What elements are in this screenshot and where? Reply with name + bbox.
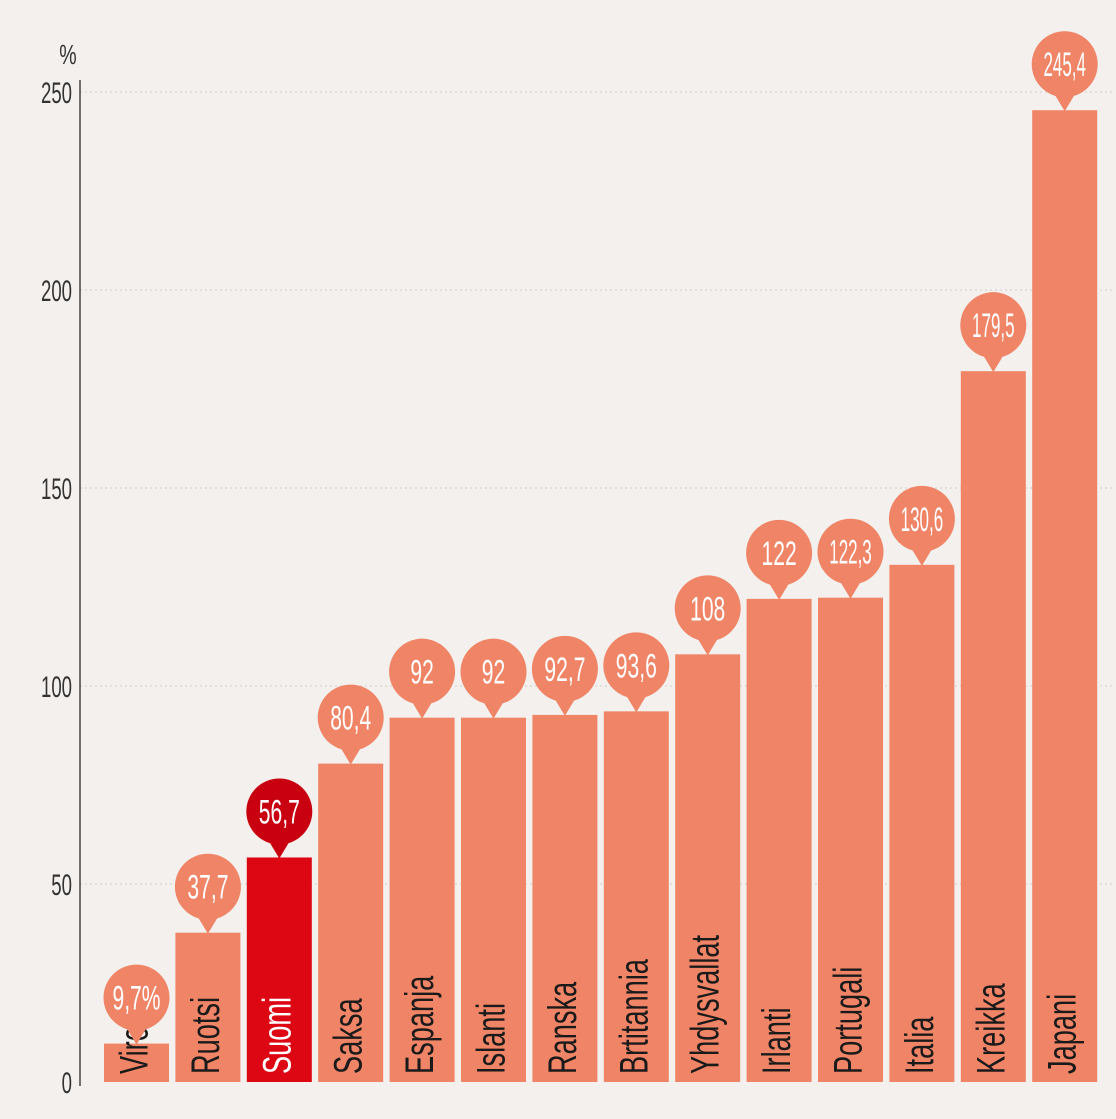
category-label: Ruotsi (184, 997, 228, 1074)
value-bubble: 92 (389, 638, 456, 719)
data-label: 122 (762, 534, 797, 572)
category-label: Kreikka (969, 983, 1013, 1074)
data-label: 92,7 (544, 650, 585, 688)
bar-suomi (246, 857, 312, 1082)
y-tick-label: 250 (41, 77, 72, 111)
bar-yhdysvallat (675, 654, 741, 1082)
y-tick-label: 200 (41, 275, 72, 309)
bubble-circle (246, 778, 313, 845)
bubble-circle (960, 292, 1027, 359)
value-bubble: 130,6 (888, 485, 955, 566)
bar-espanja (389, 717, 455, 1082)
value-bubble: 56,7 (246, 778, 313, 859)
bubble-circle (888, 485, 955, 552)
bar-viro (104, 1043, 169, 1082)
category-label: Suomi (255, 997, 299, 1074)
y-axis: 0 50 100 150 200 250% (41, 40, 81, 1101)
category-label: Japani (1041, 994, 1085, 1074)
bubble-circle (174, 853, 241, 920)
category-label: Saksa (327, 998, 371, 1074)
data-label: 56,7 (259, 792, 300, 830)
bubble-circle (389, 638, 456, 705)
data-label: 92 (482, 652, 505, 690)
data-label: 245,4 (1043, 46, 1086, 84)
category-label: Italia (898, 1016, 942, 1074)
data-label: 122,3 (829, 533, 872, 571)
value-bubble: 245,4 (1031, 31, 1098, 112)
bubble-circle (1031, 31, 1098, 98)
bubble-circle (531, 635, 598, 702)
bubble-circle (674, 575, 741, 642)
category-labels: Viro Ruotsi Suomi Saksa Espanja Islanti Ranska… (112, 935, 1085, 1074)
bubble-circle (817, 518, 884, 585)
data-label: 92 (410, 652, 433, 690)
bar-ranska (532, 714, 598, 1082)
value-bubble: 179,5 (960, 292, 1027, 373)
y-tick-label: 150 (41, 473, 72, 507)
bubble-circle (603, 632, 670, 699)
data-label: 37,7 (187, 867, 228, 905)
value-bubble: 9,7% (103, 964, 170, 1045)
value-bubble: 37,7 (174, 853, 241, 934)
data-label: 179,5 (972, 307, 1015, 345)
data-label: 108 (690, 589, 725, 627)
bar-italia (889, 564, 955, 1082)
category-label: Espanja (398, 975, 442, 1074)
data-label: 130,6 (901, 500, 944, 538)
category-label: Islanti (469, 1003, 513, 1074)
bar-kreikka (960, 371, 1026, 1082)
data-label: 80,4 (330, 698, 371, 736)
value-bubble: 122,3 (817, 518, 884, 599)
bar-brtitannia (603, 711, 669, 1082)
y-unit-label: % (59, 40, 76, 71)
value-bubble: 122 (746, 519, 813, 600)
data-label: 9,7% (112, 978, 160, 1016)
bar-ruotsi (175, 932, 241, 1082)
value-bubble: 93,6 (603, 632, 670, 713)
y-tick-label: 0 (62, 1067, 72, 1101)
value-bubble: 92 (460, 638, 527, 719)
bubble-circle (103, 964, 170, 1031)
bar-portugali (818, 597, 883, 1082)
category-label: Ranska (541, 981, 585, 1074)
bar-japani (1032, 110, 1098, 1082)
y-tick-label: 100 (41, 671, 72, 705)
value-bubbles: 9,7% 37,7 56,7 80,4 92 92 92,7 93,6 108 122 122,3 1… (103, 31, 1098, 1045)
bar-islanti (461, 717, 526, 1082)
bubble-circle (317, 684, 384, 751)
value-bubble: 92,7 (531, 635, 598, 716)
bar-irlanti (746, 598, 812, 1082)
data-label: 93,6 (616, 646, 657, 684)
bars (104, 110, 1098, 1082)
y-tick-label: 50 (51, 869, 72, 903)
value-bubble: 108 (674, 575, 741, 656)
category-label: Portugali (826, 967, 870, 1074)
bubble-circle (460, 638, 527, 705)
category-label: Yhdysvallat (684, 935, 728, 1074)
bubble-circle (746, 519, 813, 586)
bar-saksa (318, 763, 384, 1082)
category-label: Brtitannia (612, 958, 656, 1074)
category-label: Irlanti (755, 1008, 799, 1074)
value-bubble: 80,4 (317, 684, 384, 765)
